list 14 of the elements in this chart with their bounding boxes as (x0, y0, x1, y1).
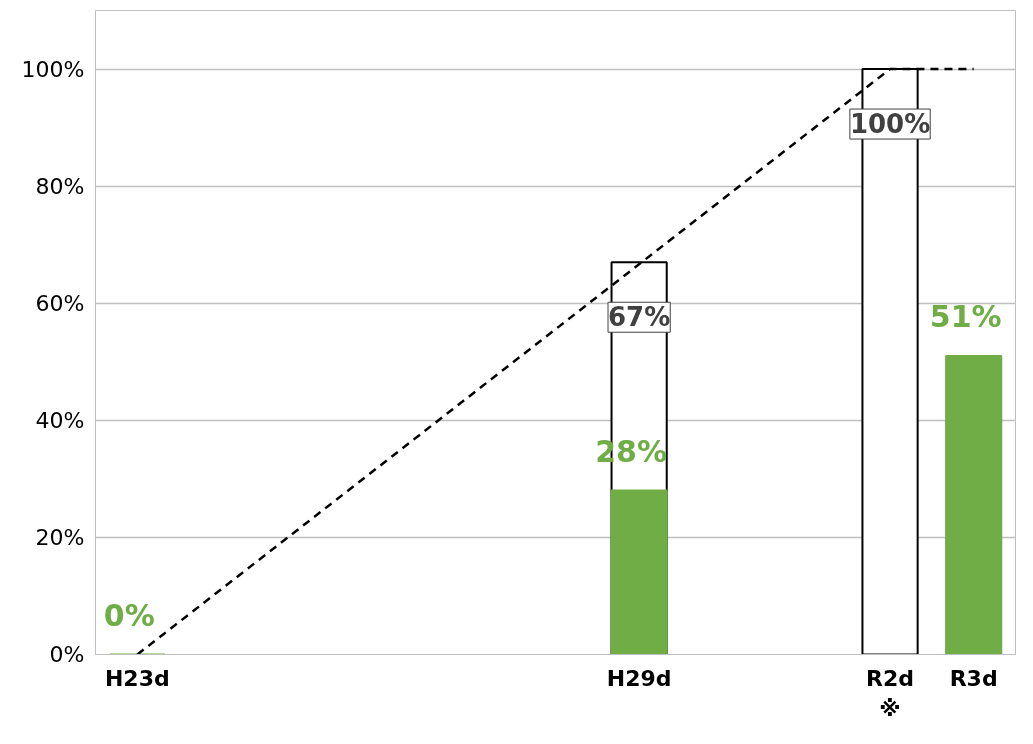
x-tick-label: R2d ※ (866, 665, 915, 721)
data-label: 51% (929, 298, 1002, 334)
x-tick-label: H29d (606, 665, 672, 691)
x-tick-label: R3d (949, 665, 998, 691)
y-tick-label: 0% (49, 642, 85, 667)
data-label: 67% (608, 302, 671, 333)
y-tick-label: 80% (35, 173, 85, 199)
data-label: 100% (849, 109, 931, 140)
y-tick-label: 60% (35, 290, 85, 316)
y-tick-label: 100% (21, 56, 85, 82)
y-tick-label: 40% (35, 407, 85, 433)
data-label: 0% (103, 597, 155, 633)
x-tick-label: H23d (104, 665, 170, 691)
y-tick-label: 20% (35, 524, 85, 550)
